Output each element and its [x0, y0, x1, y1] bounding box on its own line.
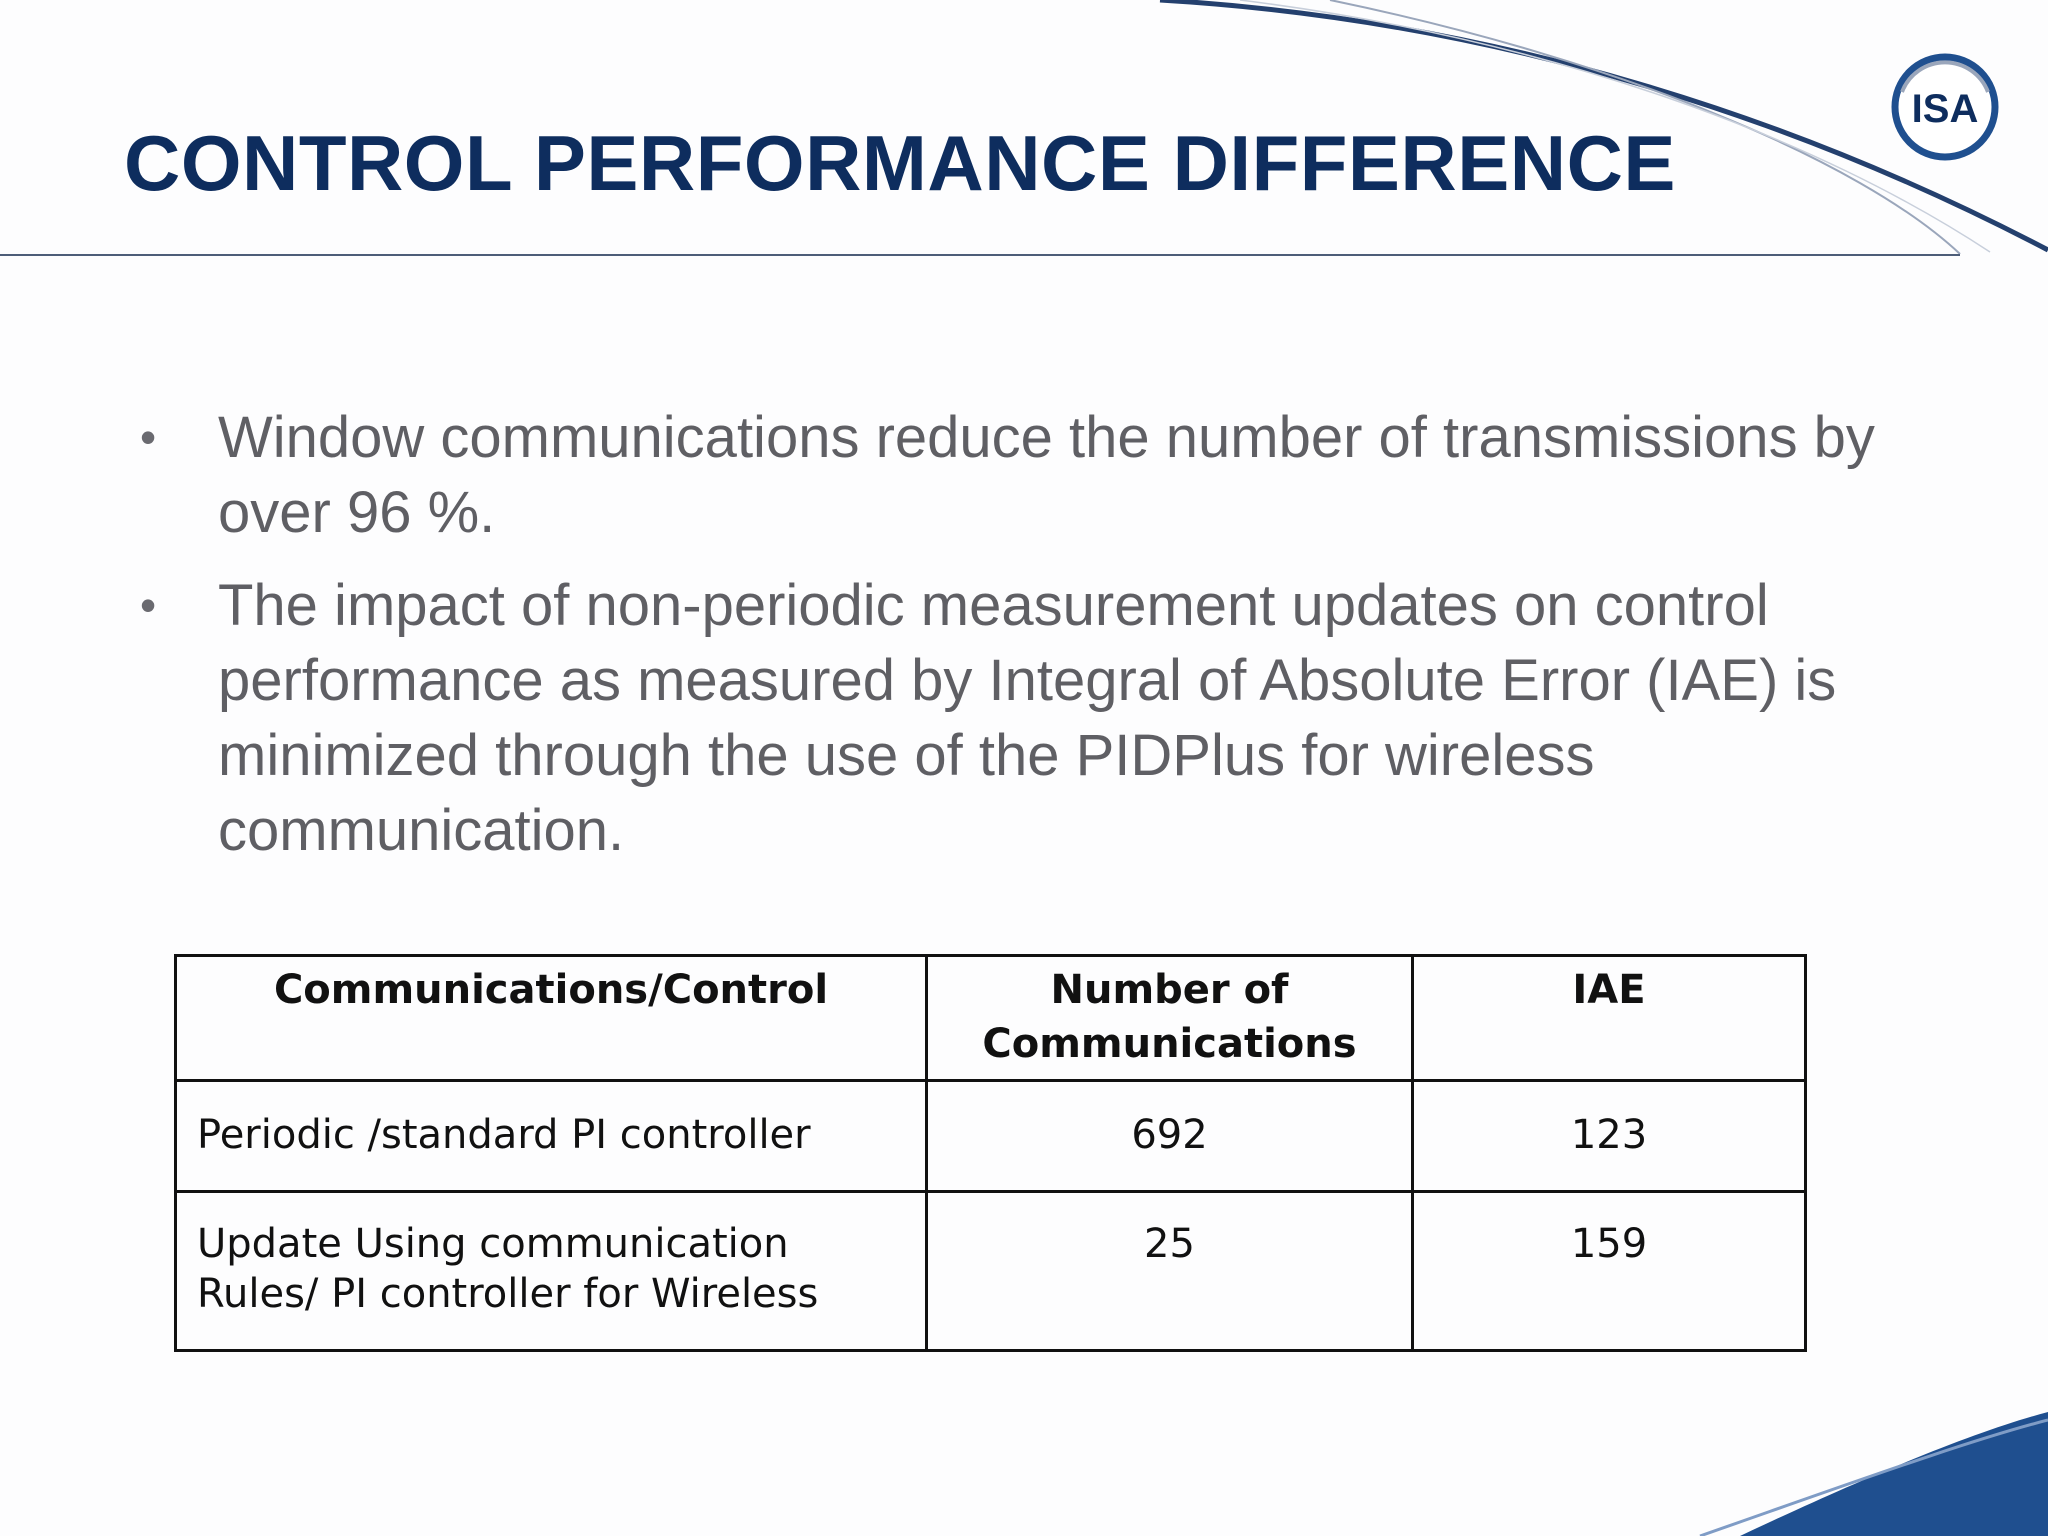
slide-title: CONTROL PERFORMANCE DIFFERENCE — [124, 119, 1676, 207]
table-cell-iae: 123 — [1411, 1079, 1807, 1193]
bullet-marker: • — [140, 411, 157, 463]
bullet-text: Window communications reduce the number … — [218, 405, 1875, 545]
table-cell-method: Update Using communication Rules/ PI con… — [174, 1190, 928, 1352]
table-cell-method: Periodic /standard PI controller — [174, 1079, 928, 1193]
table-header-row: Communications/Control Number of Communi… — [174, 954, 1807, 1082]
bullet-list: • Window communications reduce the numbe… — [140, 400, 1940, 886]
bullet-item: • Window communications reduce the numbe… — [140, 400, 1940, 550]
isa-logo-icon: ISA — [1891, 53, 1999, 161]
header-iae: IAE — [1411, 954, 1807, 1082]
table-cell-iae: 159 — [1411, 1190, 1807, 1352]
bullet-item: • The impact of non-periodic measurement… — [140, 568, 1940, 868]
comparison-table: Communications/Control Number of Communi… — [174, 954, 1807, 1352]
bullet-marker: • — [140, 579, 157, 631]
table-row: Update Using communication Rules/ PI con… — [174, 1190, 1807, 1352]
table-cell-communications: 692 — [925, 1079, 1414, 1193]
bullet-text: The impact of non-periodic measurement u… — [218, 573, 1837, 863]
header-communications-control: Communications/Control — [174, 954, 928, 1082]
table-row: Periodic /standard PI controller 692 123 — [174, 1079, 1807, 1193]
header-number-of-communications: Number of Communications — [925, 954, 1414, 1082]
table-cell-communications: 25 — [925, 1190, 1414, 1352]
logo-text: ISA — [1912, 87, 1979, 131]
title-divider — [0, 254, 1960, 256]
